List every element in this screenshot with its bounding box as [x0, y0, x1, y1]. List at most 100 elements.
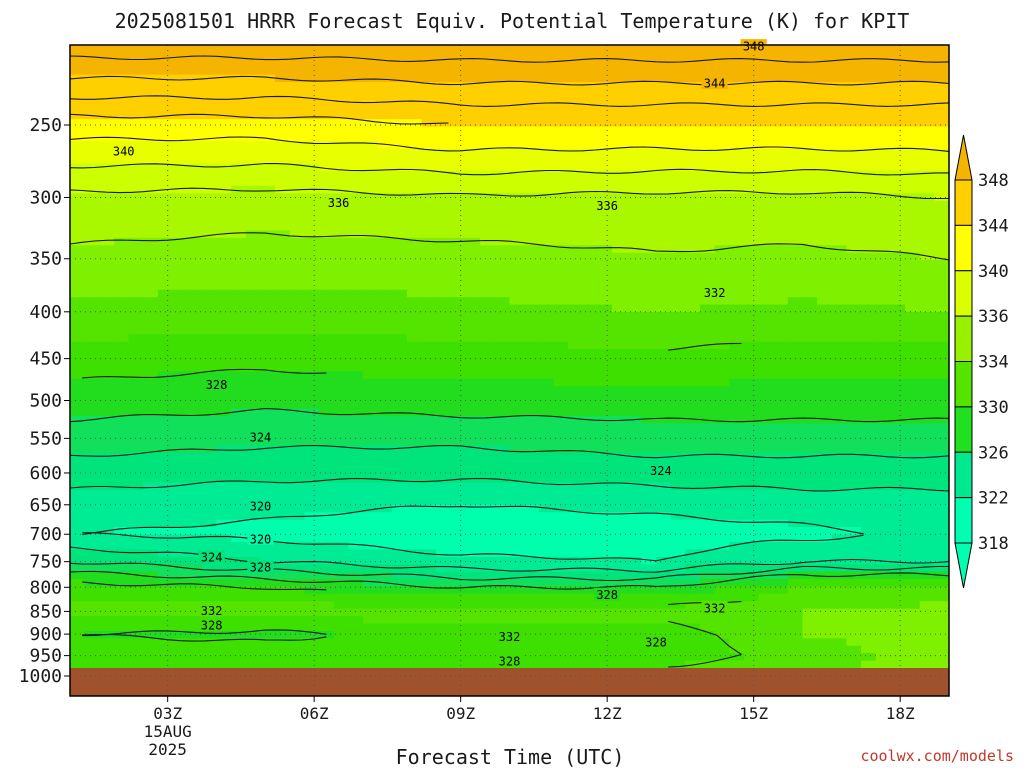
heat-cell — [831, 452, 848, 461]
heat-cell — [641, 534, 657, 543]
heat-cell — [216, 223, 232, 232]
heat-cell — [304, 653, 320, 662]
heat-cell — [699, 341, 716, 350]
heat-cell — [817, 252, 833, 261]
heat-cell — [787, 59, 804, 68]
heat-cell — [70, 482, 86, 491]
heat-cell — [524, 401, 540, 410]
heat-cell — [157, 200, 174, 209]
heat-cell — [861, 134, 877, 143]
heat-cell — [861, 460, 877, 469]
heat-cell — [509, 378, 525, 387]
heat-cell — [787, 512, 804, 521]
heat-cell — [231, 119, 247, 128]
heat-cell — [773, 415, 789, 424]
heat-cell — [304, 415, 320, 424]
heat-cell — [890, 378, 906, 387]
heat-cell — [714, 653, 730, 662]
heat-cell — [113, 564, 130, 573]
heat-cell — [333, 564, 349, 573]
heat-cell — [231, 549, 247, 558]
heat-cell — [626, 74, 642, 83]
heat-cell — [377, 490, 393, 499]
heat-cell — [919, 512, 935, 521]
heat-cell — [377, 185, 393, 194]
heat-cell — [245, 541, 262, 550]
heat-cell — [817, 586, 833, 595]
heat-cell — [714, 445, 730, 454]
heat-cell — [729, 593, 745, 602]
heat-cell — [84, 653, 100, 662]
heat-cell — [582, 96, 598, 105]
heat-cell — [392, 59, 408, 68]
heat-cell — [494, 82, 511, 91]
heat-cell — [831, 134, 848, 143]
heat-cell — [597, 104, 613, 113]
heat-cell — [509, 482, 525, 491]
heat-cell — [363, 252, 379, 261]
heat-cell — [509, 134, 525, 143]
heat-cell — [597, 445, 613, 454]
heat-cell — [802, 119, 818, 128]
heat-cell — [714, 156, 730, 165]
heat-cell — [436, 534, 452, 543]
heat-cell — [934, 67, 949, 76]
heat-cell — [260, 104, 276, 113]
heat-cell — [612, 245, 628, 254]
heat-cell — [216, 200, 232, 209]
heat-cell — [861, 482, 877, 491]
heat-cell — [729, 586, 745, 595]
heat-cell — [714, 119, 730, 128]
heat-cell — [245, 67, 262, 76]
heat-cell — [289, 519, 305, 528]
heat-cell — [319, 245, 335, 254]
heat-cell — [348, 349, 364, 358]
heat-cell — [377, 215, 393, 224]
heat-cell — [436, 349, 452, 358]
heat-cell — [524, 490, 540, 499]
heat-cell — [934, 141, 949, 150]
heat-cell — [934, 111, 949, 120]
heat-cell — [333, 74, 349, 83]
heat-cell — [817, 482, 833, 491]
heat-cell — [289, 237, 305, 246]
heat-cell — [450, 208, 467, 217]
heat-cell — [905, 638, 921, 647]
heat-cell — [875, 215, 891, 224]
heat-cell — [919, 178, 935, 187]
heat-cell — [582, 630, 598, 639]
heat-cell — [201, 423, 218, 432]
heat-cell — [685, 119, 701, 128]
heat-cell — [319, 119, 335, 128]
heat-cell — [538, 653, 555, 662]
heat-cell — [612, 304, 628, 313]
heat-cell — [113, 601, 130, 610]
heat-cell — [216, 408, 232, 417]
heat-cell — [289, 556, 305, 565]
heat-cell — [890, 52, 906, 61]
heat-cell — [919, 408, 935, 417]
heat-cell — [304, 208, 320, 217]
heat-cell — [450, 67, 467, 76]
heat-cell — [714, 482, 730, 491]
heat-cell — [846, 334, 862, 343]
heat-cell — [187, 163, 203, 172]
heat-cell — [905, 371, 921, 380]
heat-cell — [289, 608, 305, 617]
heat-cell — [128, 564, 144, 573]
heat-cell — [670, 401, 686, 410]
heat-cell — [890, 59, 906, 68]
heat-cell — [172, 475, 188, 484]
heat-cell — [465, 534, 481, 543]
heat-cell — [817, 638, 833, 647]
heat-cell — [773, 334, 789, 343]
heat-cell — [333, 141, 349, 150]
heat-cell — [275, 297, 291, 306]
heat-cell — [861, 178, 877, 187]
heat-cell — [143, 527, 159, 536]
heat-cell — [509, 334, 525, 343]
heat-cell — [128, 630, 144, 639]
heat-cell — [846, 282, 862, 291]
heat-cell — [582, 438, 598, 447]
heat-cell — [187, 579, 203, 588]
